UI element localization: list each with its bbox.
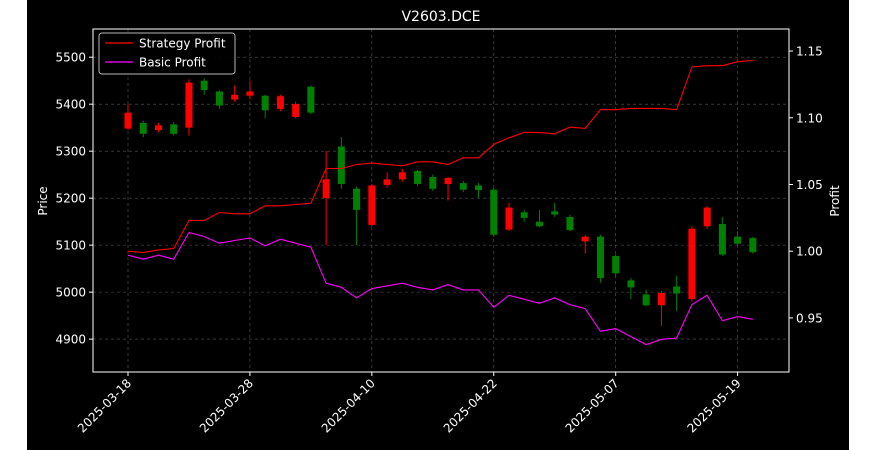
- y-tick-label-left: 5500: [55, 51, 86, 65]
- candle-body-up: [231, 94, 239, 100]
- y-tick-label-right: 0.95: [796, 311, 823, 325]
- profit-lines: [127, 59, 753, 346]
- x-tick-label: 2025-04-10: [319, 376, 378, 435]
- candle-body-down: [566, 216, 574, 231]
- y-tick-label-left: 5300: [55, 145, 86, 159]
- candle-body-down: [612, 255, 620, 274]
- candle-body-down: [353, 188, 361, 210]
- strategy-profit-line: [127, 59, 753, 254]
- candle-body-down: [429, 177, 437, 189]
- candle-body-down: [520, 212, 528, 218]
- legend-label-basic: Basic Profit: [139, 56, 206, 70]
- x-tick-label: 2025-05-07: [563, 376, 622, 435]
- legend-label-strategy: Strategy Profit: [139, 37, 226, 51]
- candle-body-up: [292, 104, 300, 117]
- candle-body-down: [261, 95, 269, 111]
- candle-body-down: [139, 122, 147, 134]
- right-axis: 0.95 1.00 1.05 1.10 1.15: [789, 45, 823, 325]
- candlesticks: [124, 78, 757, 326]
- x-tick-label: 2025-04-22: [441, 376, 500, 435]
- price-profit-chart: V2603.DCE 4900 5000 5100 5200 5300 5400 5500 0…: [36, 9, 842, 435]
- y-tick-label-right: 1.00: [796, 245, 823, 259]
- candle-body-down: [307, 86, 315, 113]
- y-axis-label-right: Profit: [828, 185, 842, 217]
- y-tick-label-right: 1.05: [796, 178, 823, 192]
- candle-body-up: [703, 207, 711, 227]
- candle-body-up: [581, 236, 589, 242]
- candle-body-down: [734, 236, 742, 244]
- candle-body-up: [398, 172, 406, 180]
- y-tick-label-left: 5400: [55, 98, 86, 112]
- legend: Strategy Profit Basic Profit: [98, 32, 236, 75]
- bottom-axis: 2025-03-18 2025-03-28 2025-04-10 2025-04-22…: [75, 372, 744, 435]
- candle-body-up: [368, 185, 376, 225]
- candle-body-down: [200, 80, 208, 91]
- candle-body-down: [170, 124, 178, 134]
- chart-title: V2603.DCE: [401, 9, 480, 25]
- candle-body-down: [642, 294, 650, 306]
- candle-body-up: [505, 207, 513, 230]
- candle-body-up: [657, 293, 665, 306]
- y-tick-label-left: 4900: [55, 333, 86, 347]
- y-axis-label-left: Price: [36, 186, 50, 215]
- candle-body-down: [551, 211, 559, 215]
- candle-body-up: [276, 96, 284, 109]
- y-tick-label-left: 5200: [55, 192, 86, 206]
- candle-body-up: [185, 82, 193, 128]
- candle-body-down: [596, 236, 604, 279]
- y-tick-label-right: 1.10: [796, 111, 823, 125]
- candle-body-down: [535, 221, 543, 227]
- candle-body-up: [688, 228, 696, 300]
- candle-body-down: [459, 183, 467, 190]
- candle-body-down: [475, 185, 483, 191]
- candle-body-up: [246, 91, 254, 96]
- candle-body-down: [673, 286, 681, 294]
- candle-body-down: [414, 170, 422, 185]
- candle-body-down: [627, 280, 635, 288]
- basic-profit-line: [127, 231, 753, 346]
- candle-body-up: [124, 112, 132, 129]
- y-tick-label-right: 1.15: [796, 45, 823, 59]
- left-axis: 4900 5000 5100 5200 5300 5400 5500: [55, 51, 93, 347]
- y-tick-label-left: 5000: [55, 286, 86, 300]
- chart-figure: V2603.DCE 4900 5000 5100 5200 5300 5400 5500 0…: [27, 0, 849, 450]
- y-tick-label-left: 5100: [55, 239, 86, 253]
- candle-body-up: [444, 177, 452, 185]
- candle-body-up: [322, 179, 330, 199]
- candle-body-up: [383, 179, 391, 185]
- candle-body-down: [215, 91, 223, 106]
- x-tick-label: 2025-03-18: [75, 376, 134, 435]
- candle-body-down: [749, 238, 757, 253]
- candle-body-down: [718, 223, 726, 255]
- x-tick-label: 2025-03-28: [197, 376, 256, 435]
- candle-body-up: [154, 125, 162, 131]
- x-tick-label: 2025-05-19: [685, 376, 744, 435]
- plot-frame: [92, 28, 790, 373]
- candle-body-down: [490, 189, 498, 235]
- candle-body-down: [337, 146, 345, 185]
